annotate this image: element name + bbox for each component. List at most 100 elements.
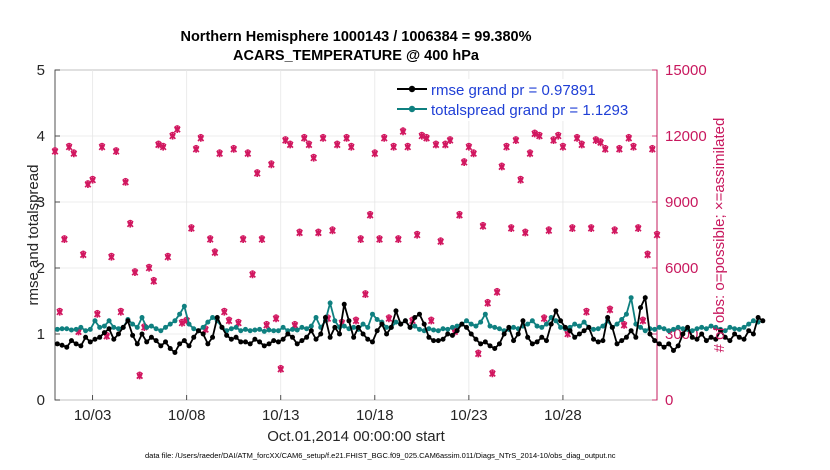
rmse-point <box>435 338 441 344</box>
obs-assimilated-marker <box>230 145 238 153</box>
obs-assimilated-marker <box>253 169 261 177</box>
totalspread-point <box>539 324 545 330</box>
obs-assimilated-marker <box>625 134 633 142</box>
obs-assimilated-marker <box>70 150 78 158</box>
data-file-footer: data file: /Users/raeder/DAI/ATM_forcXX/… <box>145 451 616 460</box>
totalspread-point <box>68 327 74 333</box>
rmse-point <box>280 336 286 342</box>
obs-assimilated-marker <box>484 299 492 307</box>
obs-assimilated-marker <box>634 224 642 232</box>
rmse-point <box>111 336 117 342</box>
rmse-point <box>591 336 597 342</box>
totalspread-point <box>153 326 159 332</box>
chart-title-line2: ACARS_TEMPERATURE @ 400 hPa <box>233 48 480 64</box>
obs-assimilated-marker <box>51 147 59 155</box>
rmse-point <box>200 331 206 337</box>
rmse-series <box>54 294 766 355</box>
rmse-point <box>454 328 460 334</box>
obs-assimilated-marker <box>56 308 64 316</box>
x-tick-label: 10/18 <box>356 407 394 424</box>
rmse-point <box>290 334 296 340</box>
totalspread-point <box>638 324 644 330</box>
x-tick-label: 10/08 <box>168 407 206 424</box>
rmse-point <box>492 346 498 352</box>
obs-assimilated-marker <box>244 150 252 158</box>
obs-assimilated-marker <box>578 141 586 149</box>
y2-tick-label: 6000 <box>665 260 698 277</box>
obs-assimilated-marker <box>488 370 496 378</box>
obs-assimilated-marker <box>465 143 473 151</box>
rmse-point <box>210 334 216 340</box>
rmse-point <box>393 308 399 314</box>
totalspread-point <box>680 326 686 332</box>
obs-assimilated-marker <box>98 143 106 151</box>
plot-area <box>54 69 658 401</box>
rmse-point <box>661 344 667 350</box>
obs-assimilated-marker <box>145 264 153 272</box>
rmse-point <box>318 331 324 337</box>
obs-assimilated-marker <box>526 150 534 158</box>
totalspread-point <box>242 326 248 332</box>
obs-assimilated-marker <box>220 308 228 316</box>
rmse-point <box>746 328 752 334</box>
rmse-point <box>134 341 140 347</box>
rmse-point <box>313 336 319 342</box>
rmse-point <box>553 308 559 314</box>
totalspread-point <box>205 319 211 325</box>
obs-assimilated-marker <box>559 143 567 151</box>
rmse-point <box>548 321 554 327</box>
totalspread-point <box>101 323 107 329</box>
totalspread-point <box>543 321 549 327</box>
obs-assimilated-marker <box>470 150 477 158</box>
rmse-point <box>186 343 192 349</box>
rmse-point <box>529 341 535 347</box>
obs-assimilated-marker <box>352 317 360 325</box>
rmse-point <box>647 331 653 337</box>
rmse-point <box>534 339 540 345</box>
obs-assimilated-marker <box>630 143 637 151</box>
totalspread-point <box>327 300 333 306</box>
totalspread-point <box>741 324 747 330</box>
totalspread-point <box>374 316 380 322</box>
obs-assimilated-marker <box>117 308 125 316</box>
totalspread-point <box>511 324 517 330</box>
rmse-point <box>64 344 70 350</box>
obs-assimilated-marker <box>362 290 369 298</box>
rmse-point <box>101 330 107 336</box>
totalspread-point <box>252 327 258 333</box>
obs-assimilated-marker <box>343 134 350 142</box>
rmse-point <box>365 336 371 342</box>
totalspread-point <box>675 324 681 330</box>
totalspread-point <box>148 323 154 329</box>
totalspread-point <box>351 324 357 330</box>
rmse-point <box>238 339 244 345</box>
rmse-point <box>506 324 512 330</box>
rmse-point <box>642 295 648 301</box>
rmse-point <box>224 332 230 338</box>
rmse-point <box>299 338 305 344</box>
y-tick-label: 2 <box>37 260 45 277</box>
rmse-point <box>214 315 220 320</box>
obs-assimilated-marker <box>517 176 525 184</box>
totalspread-point <box>294 327 300 333</box>
rmse-point <box>228 336 234 342</box>
obs-assimilated-marker <box>460 158 468 166</box>
totalspread-point <box>299 324 305 330</box>
obs-assimilated-marker <box>639 317 647 325</box>
totalspread-point <box>553 318 559 324</box>
totalspread-point <box>750 318 756 324</box>
totalspread-point <box>64 326 70 332</box>
totalspread-point <box>746 321 752 327</box>
legend-spread-marker <box>408 105 416 113</box>
obs-assimilated-marker <box>597 139 604 147</box>
obs-assimilated-marker <box>493 288 501 296</box>
obs-assimilated-marker <box>239 235 247 243</box>
obs-assimilated-marker <box>446 136 454 144</box>
obs-assimilated-marker <box>592 136 600 144</box>
obs-assimilated-marker <box>122 178 129 186</box>
totalspread-point <box>727 324 733 330</box>
obs-assimilated-marker <box>314 229 322 237</box>
rmse-point <box>351 334 357 340</box>
rmse-point <box>732 331 738 337</box>
rmse-point <box>515 331 521 337</box>
